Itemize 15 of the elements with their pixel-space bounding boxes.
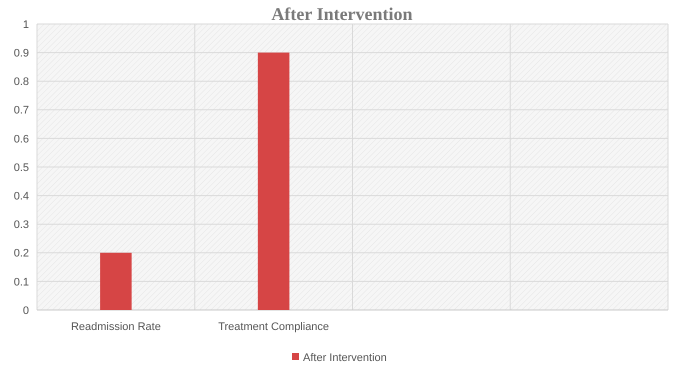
y-tick-label: 0.8: [14, 76, 29, 88]
y-tick-label: 1: [22, 18, 29, 31]
legend-label: After Intervention: [303, 352, 387, 364]
x-tick-label: Treatment Compliance: [218, 321, 330, 333]
y-tick-label: 0.7: [14, 104, 29, 117]
x-tick-label: Readmission Rate: [70, 321, 161, 333]
y-tick-label: 0.4: [14, 190, 29, 202]
y-tick-label: 0.1: [14, 276, 29, 288]
y-tick-label: 0.5: [14, 162, 29, 174]
y-tick-label: 0.6: [14, 133, 29, 146]
y-tick-label: 0.9: [14, 47, 29, 60]
y-tick-label: 0.2: [14, 248, 29, 260]
chart-title: After Intervention: [271, 4, 413, 24]
y-tick-label: 0.3: [14, 219, 29, 232]
y-tick-label: 0: [22, 304, 29, 317]
